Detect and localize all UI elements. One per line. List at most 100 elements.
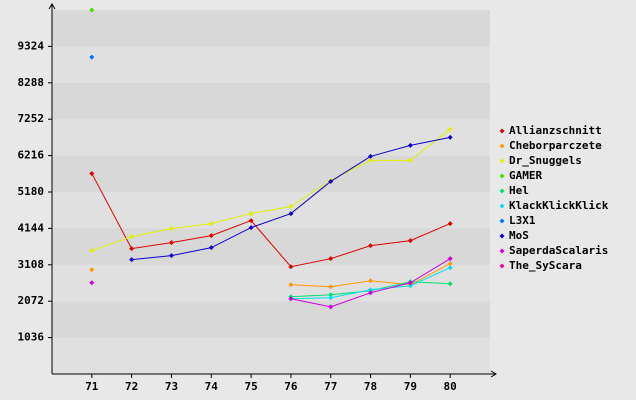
data-point [288, 282, 294, 288]
y-axis-arrow [48, 3, 56, 10]
data-point [288, 211, 294, 217]
y-tick-label: 1036 [18, 331, 45, 344]
x-axis-arrow [490, 370, 497, 378]
legend-marker [499, 218, 505, 224]
plot-band [52, 119, 490, 156]
data-point [129, 257, 135, 263]
data-point [208, 233, 214, 239]
legend-marker [499, 173, 505, 179]
data-point [407, 280, 413, 286]
legend-label: KlackKlickKlick [509, 199, 609, 212]
data-point [89, 7, 95, 13]
x-tick-label: 77 [324, 380, 337, 393]
plot-band [52, 301, 490, 338]
y-tick-label: 9324 [18, 39, 45, 52]
plot-band [52, 228, 490, 265]
data-point [328, 284, 334, 290]
data-point [407, 238, 413, 244]
data-point [328, 295, 334, 301]
data-point [368, 153, 374, 159]
legend-label: L3X1 [509, 214, 536, 227]
plot-band [52, 337, 490, 374]
legend-label: Cheborparczete [509, 139, 602, 152]
legend-marker [499, 158, 505, 164]
legend-marker [499, 128, 505, 134]
data-point [89, 280, 95, 286]
x-tick-label: 80 [444, 380, 457, 393]
legend-label: Dr_Snuggels [509, 154, 582, 167]
series-line [91, 173, 451, 268]
legend-label: Hel [509, 184, 529, 197]
data-point [407, 142, 413, 148]
data-point [168, 253, 174, 259]
data-point [407, 157, 413, 163]
plot-band [52, 46, 490, 83]
data-point [248, 218, 254, 224]
plot-band [52, 155, 490, 192]
x-tick-label: 79 [404, 380, 417, 393]
legend-label: Allianzschnitt [509, 124, 602, 137]
y-tick-label: 5180 [18, 185, 45, 198]
data-point [447, 256, 453, 262]
x-tick-label: 74 [205, 380, 219, 393]
plot-band [52, 10, 490, 47]
y-tick-label: 2072 [18, 294, 45, 307]
data-point [248, 225, 254, 231]
legend-label: The_SyScara [509, 259, 582, 272]
data-point [168, 240, 174, 246]
data-point [368, 278, 374, 284]
x-tick-label: 73 [165, 380, 178, 393]
data-point [208, 245, 214, 251]
x-tick-label: 75 [244, 380, 257, 393]
data-point [89, 170, 95, 176]
y-tick-label: 6216 [18, 149, 45, 162]
data-point [328, 256, 334, 262]
series-line [91, 128, 451, 252]
data-point [328, 292, 334, 298]
data-point [208, 221, 214, 227]
data-point [288, 264, 294, 270]
data-point [368, 290, 374, 296]
legend-label: GAMER [509, 169, 542, 182]
plot-band [52, 82, 490, 120]
legend-label: SaperdaScalaris [509, 244, 608, 257]
y-tick-label: 7252 [18, 112, 45, 125]
x-tick-label: 78 [364, 380, 377, 393]
data-point [407, 283, 413, 289]
data-point [89, 267, 95, 273]
legend-marker [499, 188, 505, 194]
x-tick-label: 71 [85, 380, 99, 393]
data-point [447, 126, 453, 132]
data-point [447, 265, 453, 271]
legend-marker [499, 233, 505, 239]
data-point [328, 178, 334, 184]
legend-marker [499, 203, 505, 209]
data-point [129, 246, 135, 252]
y-tick-label: 3108 [18, 258, 45, 271]
legend-marker [499, 248, 505, 254]
data-point [168, 226, 174, 232]
data-point [447, 281, 453, 287]
data-point [447, 221, 453, 227]
data-point [288, 204, 294, 210]
x-tick-label: 72 [125, 380, 138, 393]
plot-band [52, 264, 490, 302]
data-point [368, 157, 374, 163]
y-tick-label: 4144 [18, 221, 45, 234]
data-point [129, 234, 135, 240]
legend-marker [499, 143, 505, 149]
data-point [447, 134, 453, 140]
data-point [89, 248, 95, 254]
y-tick-label: 8288 [18, 76, 45, 89]
x-tick-label: 76 [284, 380, 298, 393]
data-point [368, 287, 374, 293]
legend-marker [499, 263, 505, 269]
legend-label: MoS [509, 229, 529, 242]
data-point [447, 261, 453, 267]
data-point [328, 304, 334, 310]
data-point [288, 296, 294, 302]
data-point [368, 243, 374, 249]
data-point [89, 54, 95, 60]
data-point [248, 211, 254, 217]
